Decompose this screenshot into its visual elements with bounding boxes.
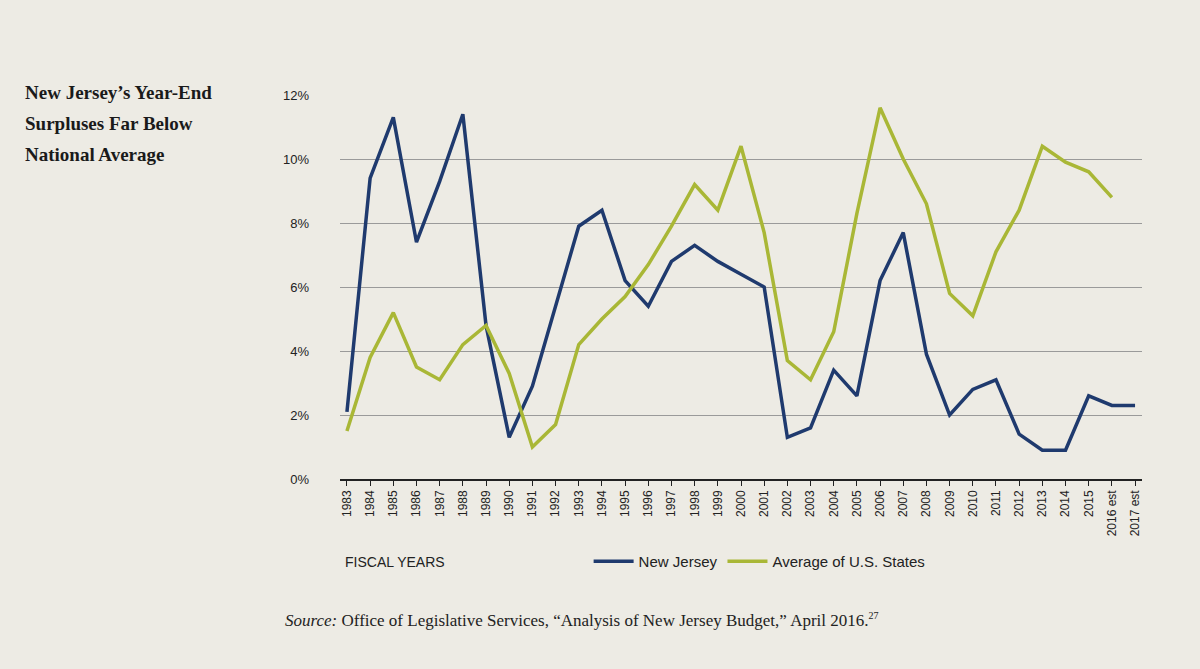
svg-text:2003: 2003 bbox=[803, 490, 817, 517]
svg-text:2008: 2008 bbox=[919, 490, 933, 517]
svg-text:2010: 2010 bbox=[966, 490, 980, 517]
svg-text:1991: 1991 bbox=[525, 490, 539, 517]
svg-text:1999: 1999 bbox=[711, 490, 725, 517]
svg-text:1987: 1987 bbox=[433, 490, 447, 517]
svg-text:6%: 6% bbox=[290, 280, 309, 295]
svg-text:2011: 2011 bbox=[989, 490, 1003, 516]
svg-text:1994: 1994 bbox=[595, 490, 609, 517]
svg-text:0%: 0% bbox=[290, 472, 309, 487]
svg-text:2014: 2014 bbox=[1058, 490, 1072, 517]
svg-text:1986: 1986 bbox=[409, 490, 423, 517]
svg-text:8%: 8% bbox=[290, 216, 309, 231]
svg-text:2000: 2000 bbox=[734, 490, 748, 517]
svg-text:2013: 2013 bbox=[1035, 490, 1049, 517]
svg-text:1997: 1997 bbox=[664, 490, 678, 517]
svg-text:1995: 1995 bbox=[618, 490, 632, 517]
svg-text:2016 est: 2016 est bbox=[1105, 490, 1119, 537]
svg-text:2012: 2012 bbox=[1012, 490, 1026, 517]
svg-text:Average of U.S. States: Average of U.S. States bbox=[772, 553, 924, 570]
svg-text:2006: 2006 bbox=[873, 490, 887, 517]
svg-text:1992: 1992 bbox=[548, 490, 562, 517]
svg-text:1996: 1996 bbox=[641, 490, 655, 517]
svg-text:1990: 1990 bbox=[502, 490, 516, 517]
svg-text:1993: 1993 bbox=[572, 490, 586, 517]
svg-text:1988: 1988 bbox=[456, 490, 470, 517]
svg-text:1998: 1998 bbox=[688, 490, 702, 517]
svg-text:2017 est: 2017 est bbox=[1128, 490, 1142, 537]
svg-text:2009: 2009 bbox=[943, 490, 957, 517]
svg-text:2002: 2002 bbox=[780, 490, 794, 517]
svg-text:2015: 2015 bbox=[1082, 490, 1096, 517]
svg-text:1985: 1985 bbox=[386, 490, 400, 517]
svg-text:1989: 1989 bbox=[479, 490, 493, 517]
svg-text:2004: 2004 bbox=[827, 490, 841, 517]
svg-text:1984: 1984 bbox=[363, 490, 377, 517]
svg-text:FISCAL YEARS: FISCAL YEARS bbox=[345, 554, 445, 570]
svg-text:2005: 2005 bbox=[850, 490, 864, 517]
svg-text:12%: 12% bbox=[283, 88, 309, 103]
svg-text:2%: 2% bbox=[290, 408, 309, 423]
svg-text:1983: 1983 bbox=[340, 490, 354, 517]
svg-text:2007: 2007 bbox=[896, 490, 910, 517]
html-text:Source: Office of Legislative: Source: Office of Legislative Services, … bbox=[285, 610, 879, 630]
html-text:New Jersey’s Year-End Surpluse: New Jersey’s Year-End Surpluses Far Belo… bbox=[25, 82, 212, 165]
svg-text:2001: 2001 bbox=[757, 490, 771, 517]
svg-text:4%: 4% bbox=[290, 344, 309, 359]
svg-text:10%: 10% bbox=[283, 152, 309, 167]
svg-text:New Jersey: New Jersey bbox=[639, 553, 718, 570]
